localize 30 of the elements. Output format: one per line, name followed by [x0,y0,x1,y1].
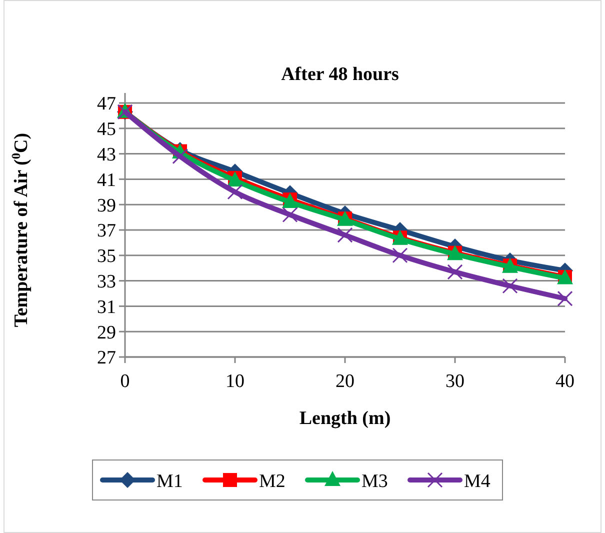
legend-label: M2 [259,471,286,492]
x-tick-label: 10 [226,371,244,392]
x-axis-title: Length (m) [299,408,391,429]
point [172,148,188,164]
y-tick-label: 41 [97,170,116,191]
legend-label: M4 [464,471,491,492]
point [337,227,353,243]
y-tick-label: 33 [97,271,116,292]
x-tick-label: 0 [120,371,130,392]
y-tick-label: 35 [97,246,116,268]
y-tick-label: 37 [97,220,116,242]
x-tick-label: 40 [556,371,574,392]
point [447,264,463,280]
y-tick-label: 31 [97,296,116,318]
y-tick-label: 45 [97,119,116,140]
point [502,278,518,294]
point [227,184,243,200]
x-tick-label: 30 [446,371,464,392]
x-tick-label: 20 [336,371,354,392]
chart-title: After 48 hours [281,64,399,85]
y-tick-label: 43 [97,144,116,166]
point [557,290,573,306]
legend-label: M1 [156,471,183,492]
y-tick-label: 39 [97,195,116,216]
y-tick-label: 27 [97,348,116,369]
y-tick-label: 29 [97,322,116,344]
y-tick-label: 47 [97,94,116,115]
point [282,207,298,223]
legend-label: M3 [362,471,388,492]
point [392,248,408,264]
